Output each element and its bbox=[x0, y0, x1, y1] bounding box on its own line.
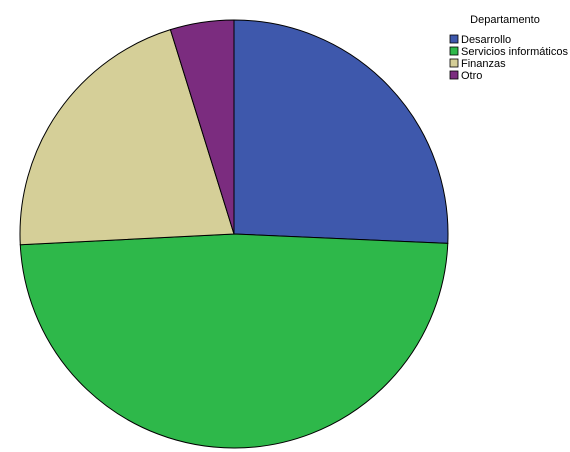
legend-swatch bbox=[449, 34, 459, 44]
legend-title: Departamento bbox=[470, 14, 540, 26]
pie-slice bbox=[19, 29, 235, 246]
pie-slice bbox=[19, 233, 449, 449]
legend-swatch bbox=[449, 46, 459, 56]
legend-label: Otro bbox=[461, 70, 482, 82]
legend-label: Desarrollo bbox=[461, 34, 511, 46]
legend-label: Finanzas bbox=[461, 58, 506, 70]
pie-slice bbox=[169, 19, 235, 235]
pie-slice bbox=[233, 19, 449, 244]
legend-swatch bbox=[449, 70, 459, 80]
legend-swatch bbox=[449, 58, 459, 68]
legend-label: Servicios informáticos bbox=[461, 46, 568, 58]
